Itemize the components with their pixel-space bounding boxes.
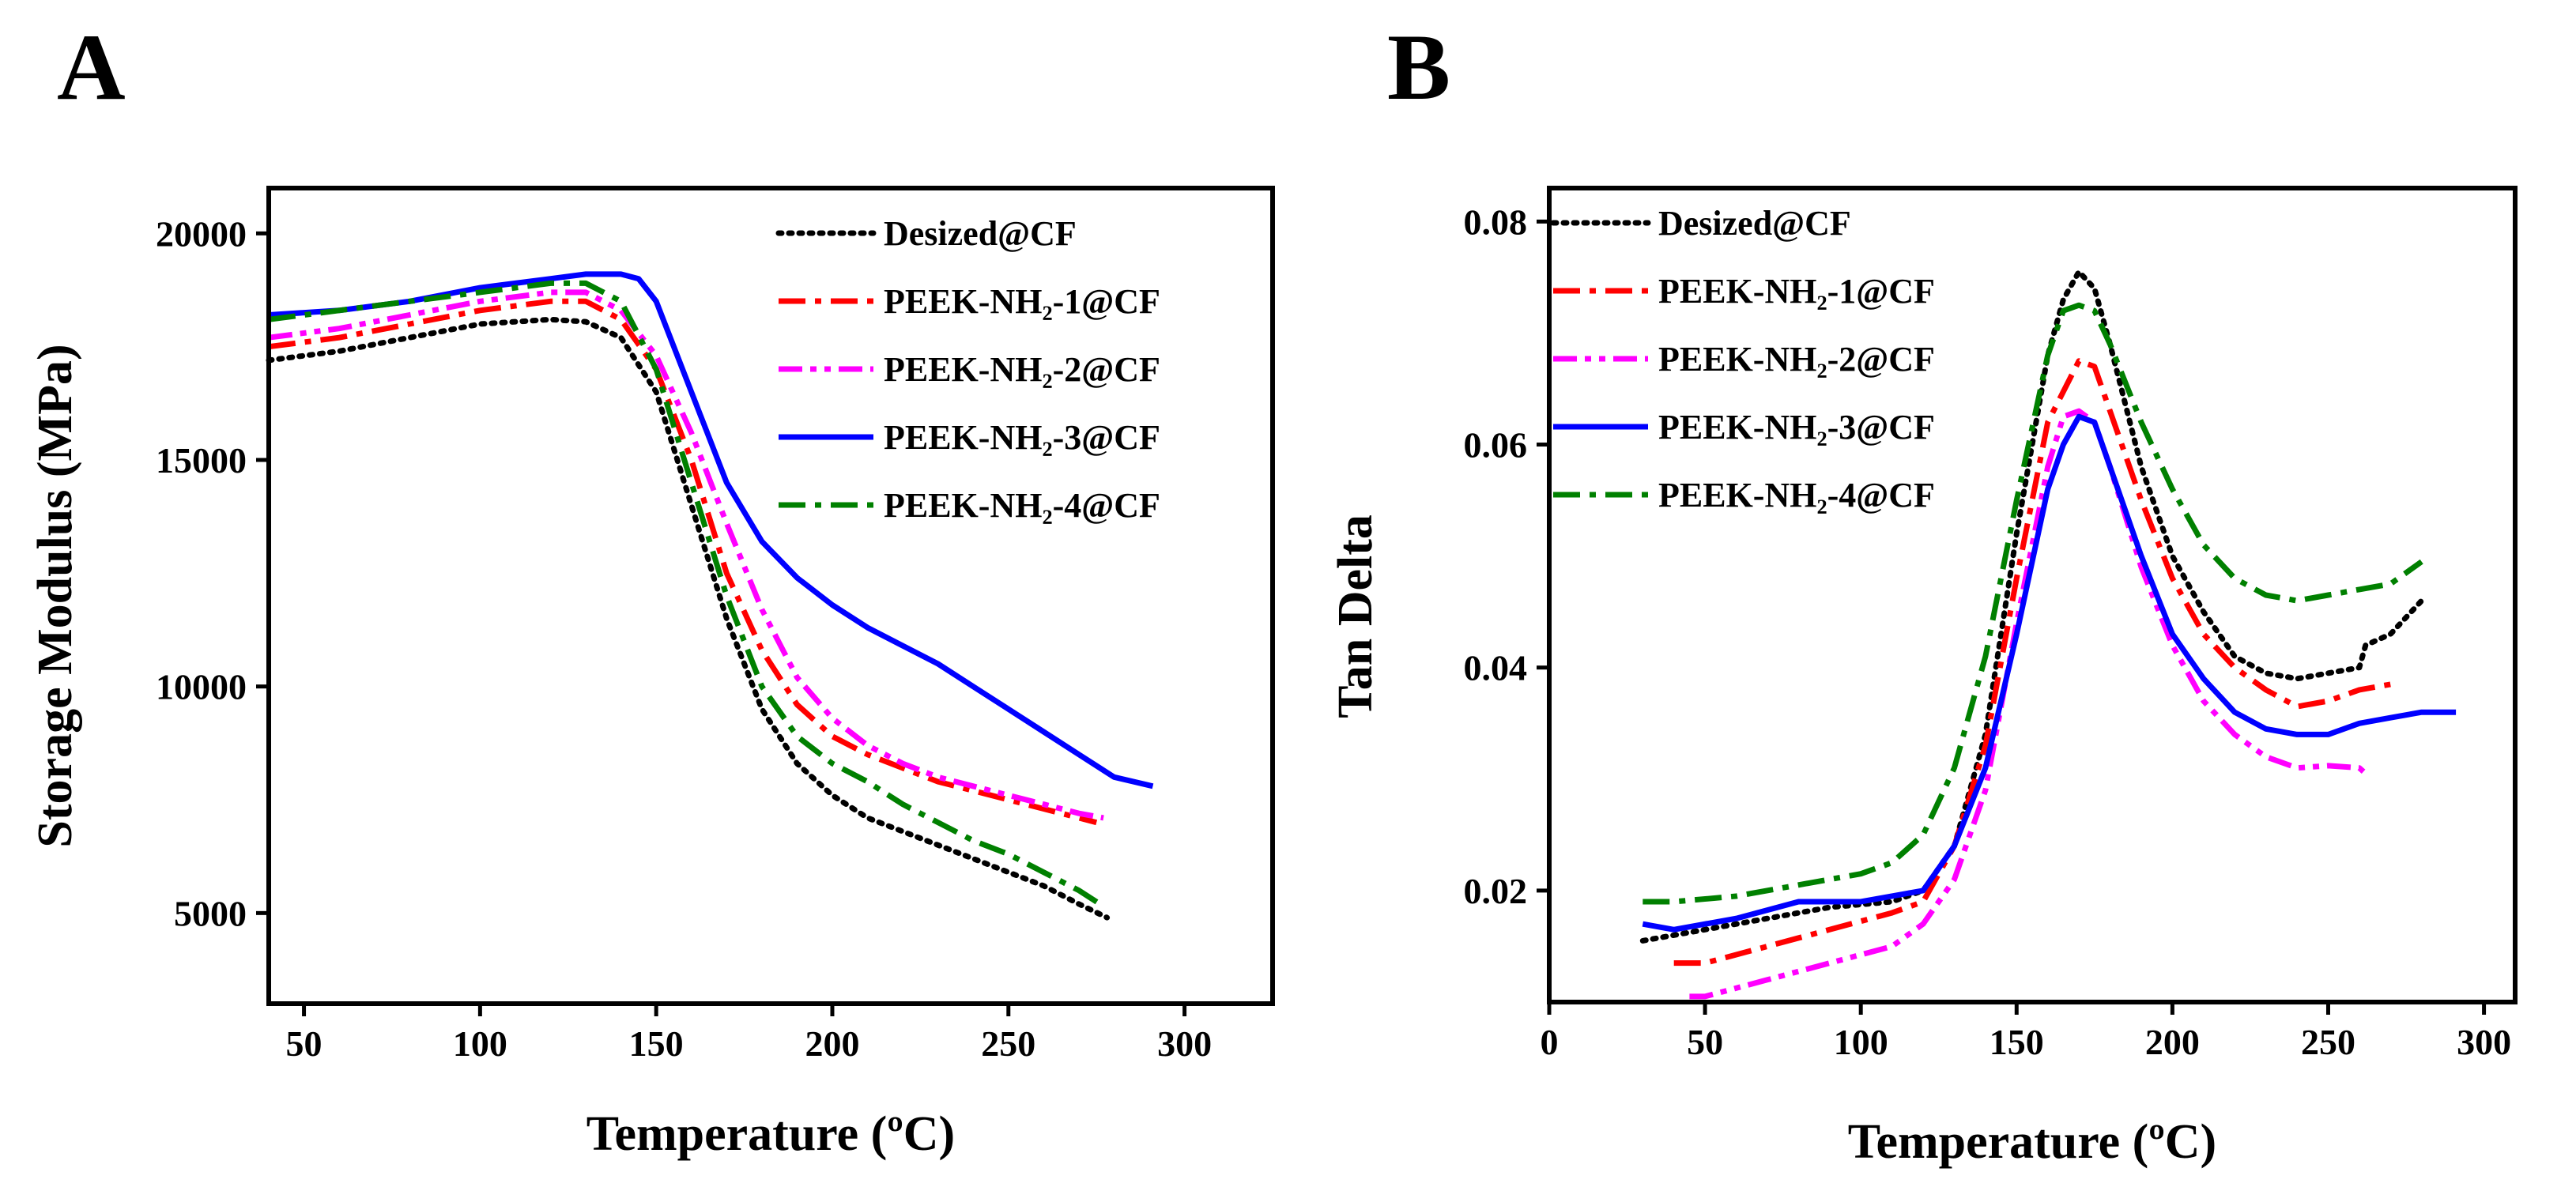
chart-a-y-tick-label: 15000 — [156, 440, 247, 480]
panel-a-label: A — [57, 14, 126, 119]
chart-b-x-tick-label: 50 — [1687, 1022, 1723, 1062]
chart-a: 50 100 150 200 250 300 5000 10000 15000 20000 Des… — [28, 186, 1275, 1161]
chart-b-series-desized-cf — [1639, 269, 2425, 944]
chart-b-legend-label-peek-nh-4-cf: PEEK-NH₂-4@CF — [1658, 476, 1935, 514]
chart-a-frame — [266, 186, 1275, 1006]
chart-a-y-tick-label: 20000 — [156, 213, 247, 254]
chart-b-series-peek-nh-4-cf — [1643, 302, 2423, 905]
chart-b-series — [1639, 269, 2457, 1000]
chart-b-frame — [1547, 186, 2518, 1004]
panel-b-label: B — [1387, 14, 1450, 119]
chart-b-legend-label-peek-nh-2-cf: PEEK-NH₂-2@CF — [1658, 340, 1935, 379]
chart-a-x-tick-label: 50 — [286, 1023, 322, 1064]
chart-b: 0 50 100 150 200 250 300 0.02 0.04 0.06 0.08 Desiz… — [1329, 186, 2518, 1169]
chart-a-y-tick-label: 10000 — [156, 667, 247, 707]
chart-b-series-peek-nh-2-cf — [1689, 408, 2368, 1000]
chart-a-series-peek-nh-3-cf — [268, 271, 1154, 789]
chart-b-series-peek-nh-3-cf — [1642, 413, 2457, 933]
chart-b-x-tick-label: 300 — [2457, 1022, 2511, 1062]
chart-b-x-tick-label: 150 — [1990, 1022, 2044, 1062]
chart-b-y-tick-label: 0.02 — [1464, 871, 1528, 911]
chart-b-y-axis-title: Tan Delta — [1329, 514, 1382, 718]
chart-a-legend: Desized@CF PEEK-NH₂-1@CF PEEK-NH₂-2@CF PEEK… — [775, 214, 1160, 525]
chart-a-x-tick-label: 250 — [981, 1023, 1035, 1064]
chart-b-x-axis-title: Temperature (ºC) — [1848, 1115, 2216, 1169]
chart-a-series — [266, 271, 1154, 921]
chart-a-legend-label-desized-cf: Desized@CF — [884, 214, 1077, 253]
chart-b-y-tick-label: 0.08 — [1464, 202, 1528, 242]
chart-b-legend-label-peek-nh-1-cf: PEEK-NH₂-1@CF — [1658, 272, 1935, 311]
chart-b-legend-label-peek-nh-3-cf: PEEK-NH₂-3@CF — [1658, 408, 1935, 447]
chart-a-x-axis-title: Temperature (ºC) — [586, 1107, 955, 1161]
chart-a-y-axis-title: Storage Modulus (MPa) — [28, 344, 82, 847]
chart-a-legend-label-peek-nh-1-cf: PEEK-NH₂-1@CF — [884, 282, 1160, 321]
chart-a-x-tick-label: 100 — [453, 1023, 507, 1064]
chart-a-legend-label-peek-nh-2-cf: PEEK-NH₂-2@CF — [884, 350, 1160, 389]
chart-b-x-tick-label: 250 — [2301, 1022, 2355, 1062]
chart-b-x-tick-label: 0 — [1541, 1022, 1559, 1062]
chart-a-series-desized-cf — [266, 316, 1111, 921]
chart-b-x-tick-label: 100 — [1834, 1022, 1888, 1062]
chart-a-series-peek-nh-1-cf — [268, 298, 1098, 826]
chart-a-y-tick-label: 5000 — [174, 893, 247, 933]
chart-a-x-tick-label: 200 — [805, 1023, 859, 1064]
chart-a-series-peek-nh-4-cf — [268, 280, 1102, 906]
chart-a-x-tick-label: 300 — [1157, 1023, 1212, 1064]
chart-b-legend-label-desized-cf: Desized@CF — [1658, 204, 1851, 243]
chart-b-y-tick-label: 0.06 — [1464, 425, 1528, 465]
chart-a-x-tick-label: 150 — [629, 1023, 684, 1064]
chart-b-x-tick-label: 200 — [2145, 1022, 2200, 1062]
chart-b-legend: Desized@CF PEEK-NH₂-1@CF PEEK-NH₂-2@CF PEEK… — [1550, 204, 1935, 514]
chart-a-legend-label-peek-nh-4-cf: PEEK-NH₂-4@CF — [884, 486, 1160, 525]
chart-b-y-tick-label: 0.04 — [1464, 648, 1528, 688]
chart-a-legend-label-peek-nh-3-cf: PEEK-NH₂-3@CF — [884, 418, 1160, 457]
chart-a-series-peek-nh-2-cf — [268, 289, 1104, 821]
